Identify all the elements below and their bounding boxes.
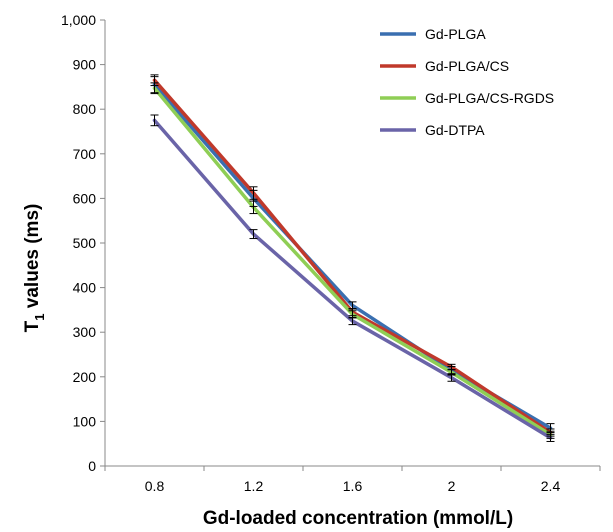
axes: 0 100 200 300 400 500 600 700 800 900 1,000 0.8 1.2 1… [61,12,601,494]
x-tick-label: 1.2 [244,478,264,494]
y-tick-label: 900 [73,57,97,73]
legend-label: Gd-PLGA [425,26,486,42]
y-tick-label: 600 [73,190,97,206]
series-lines [152,78,553,440]
x-tick-label: 2.4 [541,478,561,494]
y-axis-title-main: T [22,320,43,332]
y-tick-label: 500 [73,235,97,251]
error-bar [348,316,357,326]
series-line-4 [152,118,553,440]
y-tick-label: 400 [73,280,97,296]
series-line-2 [152,78,553,435]
legend-item: Gd-PLGA/CS [380,58,509,74]
x-axis-title: Gd-loaded concentration (mmol/L) [203,508,513,529]
y-axis-title: T1 values (ms) [22,204,47,333]
y-tick-label: 300 [73,324,97,340]
x-tick-label: 1.6 [343,478,363,494]
error-bar [150,114,159,127]
x-tick-label: 2 [448,478,456,494]
y-tick-label: 100 [73,413,97,429]
y-tick-label: 200 [73,369,97,385]
legend-label: Gd-DTPA [425,122,485,138]
y-tick-label: 0 [88,458,96,474]
error-bar [249,186,258,200]
y-axis-title-subscript: 1 [32,313,47,320]
legend-item: Gd-PLGA [380,26,486,42]
legend-label: Gd-PLGA/CS-RGDS [425,90,554,106]
legend-label: Gd-PLGA/CS [425,58,509,74]
legend-item: Gd-DTPA [380,122,485,138]
x-tick-label: 0.8 [145,478,165,494]
y-axis-title-rest: values (ms) [22,204,43,314]
svg-text:T1 values (ms): T1 values (ms) [22,204,47,333]
y-tick-label: 800 [73,101,97,117]
error-bar [150,82,159,95]
error-bar [249,200,258,215]
y-tick-label: 1,000 [61,12,96,28]
y-tick-label: 700 [73,146,97,162]
error-bar [249,229,258,240]
error-bar [546,433,555,442]
series-line-3 [152,86,553,437]
error-bars [150,74,555,442]
legend-item: Gd-PLGA/CS-RGDS [380,90,554,106]
error-bar [447,373,456,382]
series-line-1 [152,82,553,430]
legend: Gd-PLGA Gd-PLGA/CS Gd-PLGA/CS-RGDS Gd-DTPA [380,26,554,138]
